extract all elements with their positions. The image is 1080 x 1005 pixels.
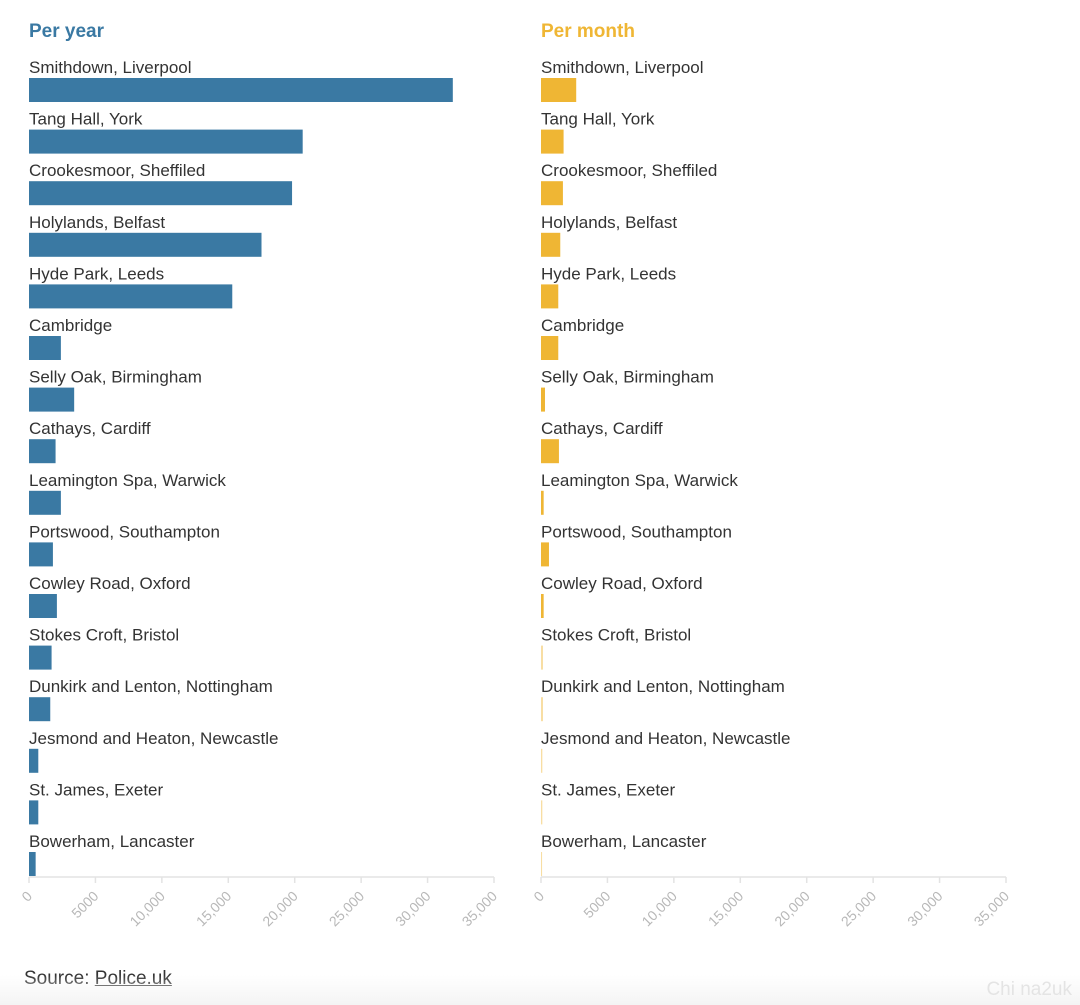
per-year-bar: [29, 336, 61, 360]
per-year-bar: [29, 181, 293, 206]
per-month-bar: [541, 490, 544, 515]
per-month-tick-label: 20,000: [771, 888, 813, 930]
per-year-category-label: Tang Hall, York: [29, 110, 143, 129]
per-month-category-label: Holylands, Belfast: [541, 213, 677, 232]
per-month-category-label: Bowerham, Lancaster: [541, 832, 707, 851]
per-month-bar: [541, 594, 544, 618]
per-month-category-label: Cathays, Cardiff: [541, 419, 663, 438]
per-month-category-label: Hyde Park, Leeds: [541, 264, 676, 283]
per-month-bar: [541, 336, 559, 360]
per-year-category-label: Selly Oak, Birmingham: [29, 368, 202, 387]
per-year-bar: [29, 800, 39, 825]
per-month-bar: [541, 852, 543, 876]
per-year-category-label: Jesmond and Heaton, Newcastle: [29, 729, 278, 748]
per-month-tick-label: 25,000: [838, 888, 880, 930]
per-year-tick-label: 30,000: [392, 888, 434, 930]
per-month-category-label: Tang Hall, York: [541, 110, 655, 129]
per-year-tick-label: 15,000: [193, 888, 235, 930]
per-month-bar: [541, 284, 559, 309]
per-month-bar: [541, 645, 543, 670]
per-month-bar: [541, 542, 549, 567]
per-year-bar: [29, 645, 52, 670]
per-month-category-label: Portswood, Southampton: [541, 522, 732, 541]
per-year-bar: [29, 542, 53, 567]
per-year-category-label: Cambridge: [29, 316, 112, 335]
bottom-fade: [0, 975, 1080, 1005]
per-month-category-label: Stokes Croft, Bristol: [541, 626, 691, 645]
per-month-bar: [541, 181, 563, 206]
per-year-tick-label: 0: [18, 888, 35, 905]
per-year-bar: [29, 129, 303, 154]
per-year-category-label: Portswood, Southampton: [29, 522, 220, 541]
per-year-tick-label: 35,000: [459, 888, 501, 930]
per-month-category-label: Jesmond and Heaton, Newcastle: [541, 729, 790, 748]
per-month-bar: [541, 129, 564, 154]
per-month-tick-label: 0: [530, 888, 547, 905]
per-month-bar: [541, 697, 543, 722]
per-month-bar: [541, 748, 543, 773]
per-year-bar: [29, 232, 262, 257]
per-year-category-label: Cathays, Cardiff: [29, 419, 151, 438]
per-year-category-label: Stokes Croft, Bristol: [29, 626, 179, 645]
per-month-bar: [541, 800, 543, 825]
per-year-bar: [29, 439, 56, 464]
per-month-category-label: Cambridge: [541, 316, 624, 335]
per-month-panel: Per month Smithdown, Liverpool Tang Hall, …: [530, 21, 1012, 929]
per-year-category-label: Bowerham, Lancaster: [29, 832, 195, 851]
per-year-tick-label: 20,000: [259, 888, 301, 930]
per-year-category-label: Holylands, Belfast: [29, 213, 165, 232]
per-month-bar: [541, 232, 561, 257]
per-year-bar: [29, 594, 57, 618]
per-year-category-label: Dunkirk and Lenton, Nottingham: [29, 677, 273, 696]
per-year-panel: Per year Smithdown, Liverpool Tang Hall, Y…: [18, 21, 500, 929]
per-month-category-label: Dunkirk and Lenton, Nottingham: [541, 677, 785, 696]
per-month-title: Per month: [541, 21, 635, 42]
per-year-bar: [29, 78, 453, 102]
per-month-category-label: Crookesmoor, Sheffiled: [541, 161, 717, 180]
watermark: Chi na2uk: [986, 979, 1072, 1000]
per-year-tick-label: 25,000: [326, 888, 368, 930]
per-year-title: Per year: [29, 21, 105, 42]
per-year-category-label: Crookesmoor, Sheffiled: [29, 161, 205, 180]
per-year-bar: [29, 387, 75, 412]
per-year-tick-label: 5000: [68, 888, 101, 921]
per-year-bar: [29, 748, 39, 773]
per-month-category-label: St. James, Exeter: [541, 780, 675, 799]
per-month-bar: [541, 439, 559, 464]
per-month-bar: [541, 78, 577, 102]
per-year-category-label: Leamington Spa, Warwick: [29, 471, 226, 490]
per-month-tick-label: 35,000: [971, 888, 1013, 930]
per-year-tick-label: 10,000: [126, 888, 168, 930]
per-month-tick-label: 10,000: [638, 888, 680, 930]
per-year-category-label: Smithdown, Liverpool: [29, 58, 192, 77]
per-year-bar: [29, 852, 36, 876]
per-year-category-label: Cowley Road, Oxford: [29, 574, 191, 593]
per-month-category-label: Cowley Road, Oxford: [541, 574, 703, 593]
per-year-bar: [29, 490, 61, 515]
per-month-category-label: Smithdown, Liverpool: [541, 58, 704, 77]
per-month-bar: [541, 387, 545, 412]
per-year-bar: [29, 697, 51, 722]
per-month-category-label: Leamington Spa, Warwick: [541, 471, 738, 490]
per-month-tick-label: 30,000: [904, 888, 946, 930]
per-year-category-label: St. James, Exeter: [29, 780, 163, 799]
per-month-tick-label: 5000: [580, 888, 613, 921]
per-year-category-label: Hyde Park, Leeds: [29, 264, 164, 283]
per-month-category-label: Selly Oak, Birmingham: [541, 368, 714, 387]
per-year-bar: [29, 284, 233, 309]
per-month-tick-label: 15,000: [705, 888, 747, 930]
